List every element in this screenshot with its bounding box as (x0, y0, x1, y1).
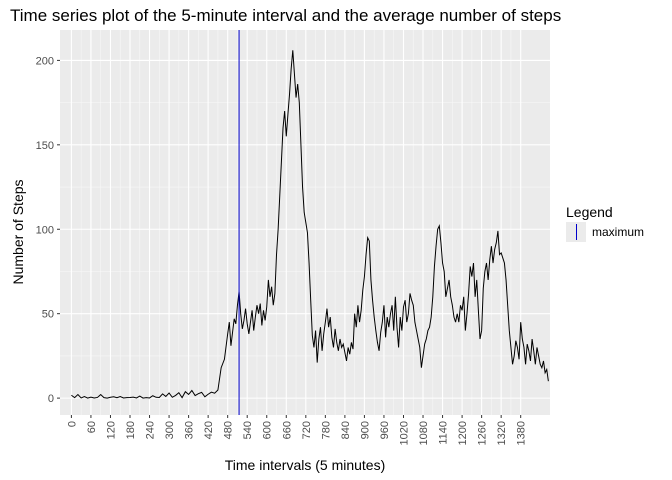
x-tick-label: 600 (262, 421, 274, 439)
plot-panel (60, 30, 550, 415)
x-tick-label: 360 (184, 421, 196, 439)
x-tick-label: 840 (340, 421, 352, 439)
x-tick-label: 900 (359, 421, 371, 439)
legend-line-swatch (576, 224, 577, 240)
x-tick-label: 240 (145, 421, 157, 439)
x-tick-label: 720 (301, 421, 313, 439)
x-tick-label: 1320 (496, 421, 508, 445)
y-tick-label: 100 (36, 224, 54, 236)
x-tick-label: 420 (203, 421, 215, 439)
x-tick-label: 0 (66, 421, 78, 427)
legend-key-maximum (566, 222, 586, 242)
x-tick-label: 780 (320, 421, 332, 439)
minor-gridlines (60, 30, 550, 415)
x-tick-label: 1380 (516, 421, 528, 445)
y-tick-label: 0 (48, 393, 54, 405)
x-tick-label: 120 (105, 421, 117, 439)
x-tick-label: 540 (242, 421, 254, 439)
y-tick-label: 150 (36, 140, 54, 152)
x-tick-label: 1080 (418, 421, 430, 445)
major-gridlines (60, 30, 550, 415)
x-tick-label: 660 (281, 421, 293, 439)
y-tick-label: 50 (42, 309, 54, 321)
x-tick-label: 300 (164, 421, 176, 439)
chart-title: Time series plot of the 5-minute interva… (10, 6, 562, 25)
x-tick-label: 1140 (438, 421, 450, 445)
x-tick-label: 480 (223, 421, 235, 439)
x-tick-label: 180 (125, 421, 137, 439)
y-axis-label: Number of Steps (10, 179, 26, 285)
series-line (71, 50, 549, 399)
x-tick-label: 1260 (477, 421, 489, 445)
legend-title: Legend (566, 204, 613, 220)
y-tick-label: 200 (36, 55, 54, 67)
x-tick-label: 960 (379, 421, 391, 439)
legend-label-maximum: maximum (592, 225, 645, 239)
x-tick-label: 1200 (457, 421, 469, 445)
y-axis: 0 50 100 150 200 (36, 55, 60, 405)
x-axis: 0 60 120 180 240 300 360 420 480 540 600 660 720 780 8… (66, 415, 528, 445)
x-tick-label: 1020 (398, 421, 410, 445)
x-tick-label: 60 (86, 421, 98, 433)
x-axis-label: Time intervals (5 minutes) (224, 457, 386, 473)
